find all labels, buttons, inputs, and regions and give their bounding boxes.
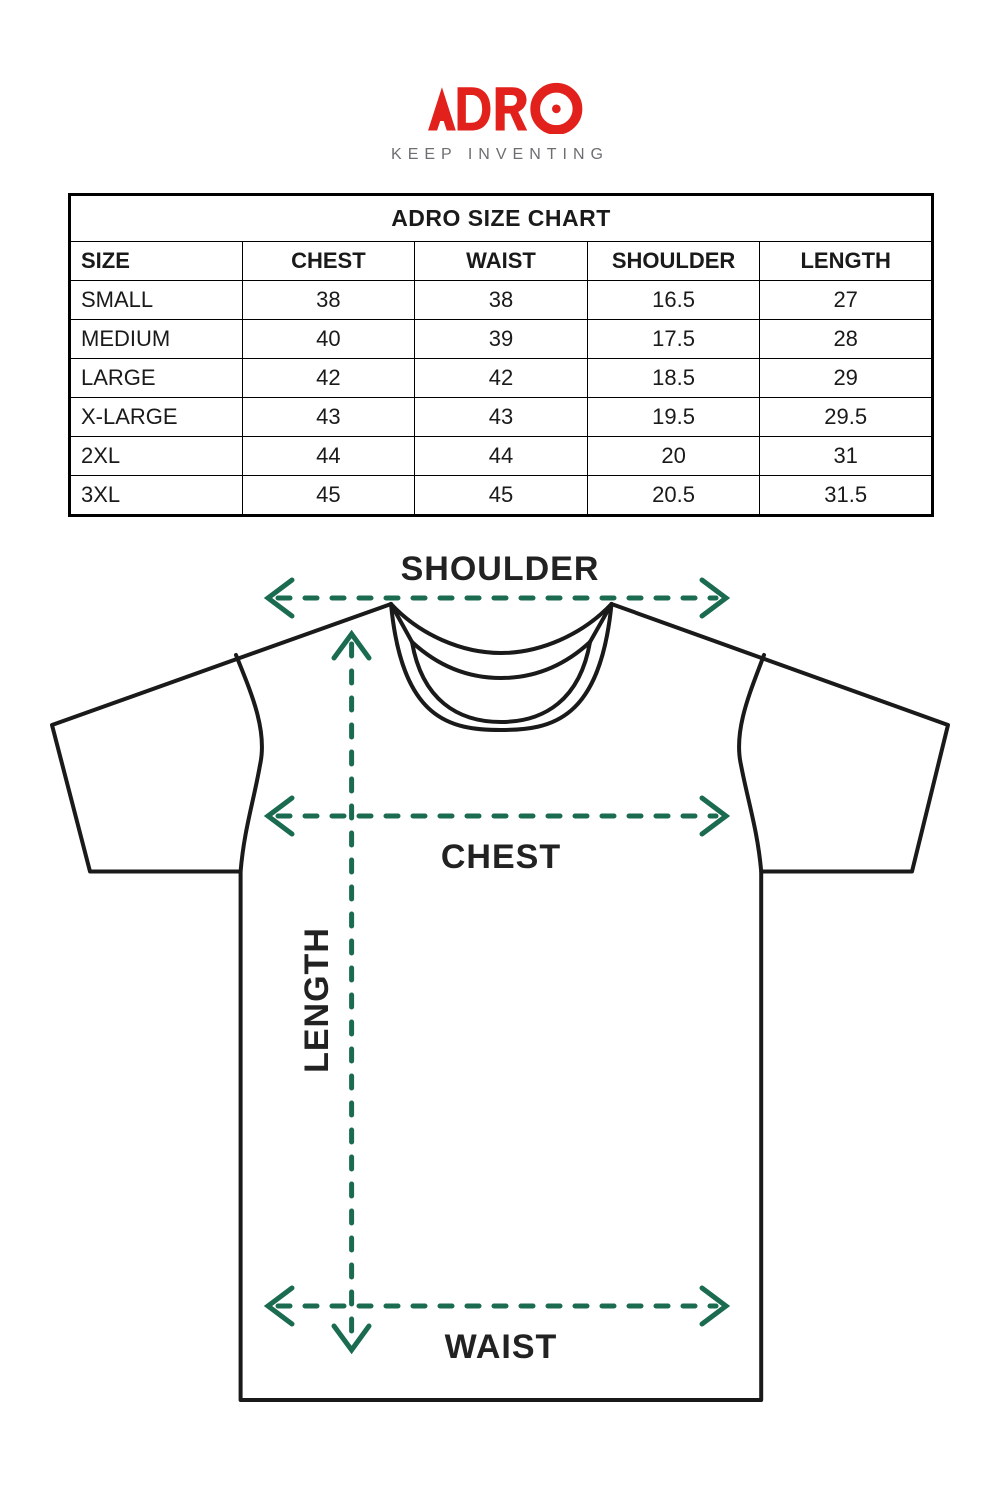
svg-text:LENGTH: LENGTH (298, 927, 336, 1073)
svg-text:CHEST: CHEST (441, 838, 561, 876)
svg-text:WAIST: WAIST (445, 1328, 558, 1366)
svg-text:SHOULDER: SHOULDER (401, 550, 600, 588)
